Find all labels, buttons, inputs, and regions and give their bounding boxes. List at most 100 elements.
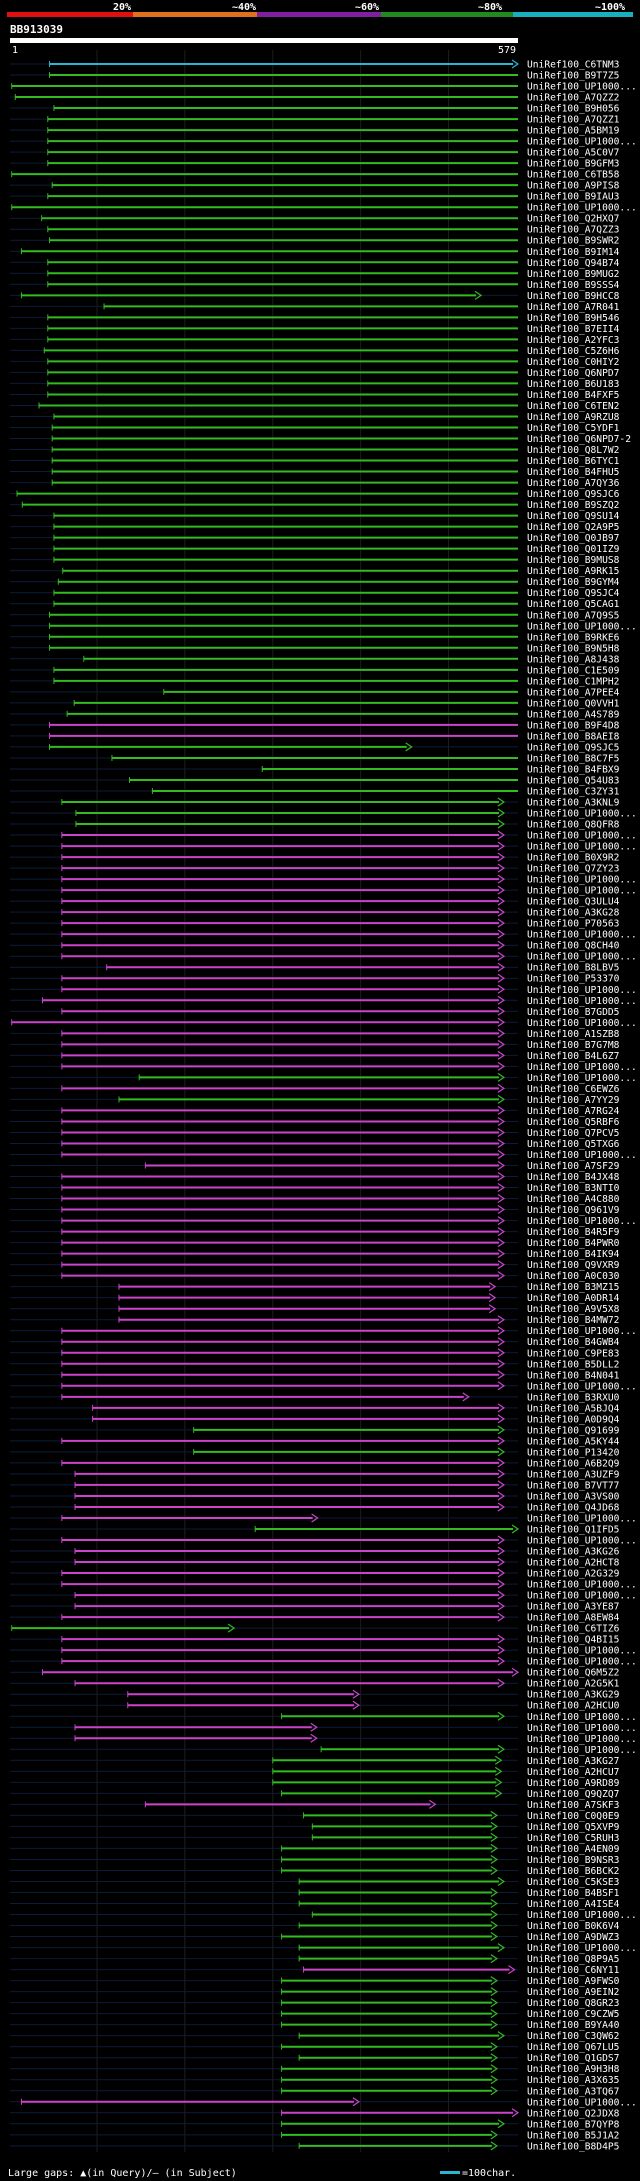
hit-row[interactable]: UniRef100_A2HCU0 bbox=[10, 1700, 620, 1712]
hit-row[interactable]: UniRef100_A5BJQ4 bbox=[10, 1403, 620, 1414]
hit-row[interactable]: UniRef100_C5RUH3 bbox=[10, 1833, 620, 1844]
hit-label[interactable]: UniRef100_A4EN09 bbox=[527, 1844, 620, 1855]
hit-row[interactable]: UniRef100_A5BM19 bbox=[10, 126, 620, 137]
hit-row[interactable]: UniRef100_B9GFM3 bbox=[10, 159, 620, 170]
hit-label[interactable]: UniRef100_Q1GDS7 bbox=[527, 2053, 620, 2064]
hit-label[interactable]: UniRef100_C6NY11 bbox=[527, 1965, 620, 1976]
hit-label[interactable]: UniRef100_UP1000... bbox=[527, 1150, 637, 1161]
hit-label[interactable]: UniRef100_UP1000... bbox=[527, 952, 637, 963]
hit-label[interactable]: UniRef100_A9RD89 bbox=[527, 1778, 620, 1789]
hit-label[interactable]: UniRef100_A3KG26 bbox=[527, 1547, 620, 1558]
hit-label[interactable]: UniRef100_B9SWR2 bbox=[527, 236, 619, 247]
hit-label[interactable]: UniRef100_A7QZZ1 bbox=[527, 115, 620, 126]
hit-row[interactable]: UniRef100_A5KY44 bbox=[10, 1436, 620, 1447]
hit-row[interactable]: UniRef100_B8AEI8 bbox=[10, 731, 620, 742]
hit-label[interactable]: UniRef100_Q6NPD7 bbox=[527, 368, 620, 379]
hit-row[interactable]: UniRef100_UP1000... bbox=[10, 842, 637, 853]
hit-row[interactable]: UniRef100_A7SKF3 bbox=[10, 1800, 620, 1811]
hit-label[interactable]: UniRef100_Q6M5Z2 bbox=[527, 1668, 619, 1679]
hit-label[interactable]: UniRef100_UP1000... bbox=[527, 1591, 637, 1602]
hit-label[interactable]: UniRef100_Q9SJC5 bbox=[527, 742, 619, 753]
hit-row[interactable]: UniRef100_A7Q9S5 bbox=[10, 610, 619, 621]
hit-label[interactable]: UniRef100_A7RG24 bbox=[527, 1106, 620, 1117]
hit-label[interactable]: UniRef100_Q9SJC4 bbox=[527, 588, 620, 599]
hit-label[interactable]: UniRef100_C1E509 bbox=[527, 665, 620, 676]
hit-label[interactable]: UniRef100_A4ISE4 bbox=[527, 1899, 620, 1910]
hit-row[interactable]: UniRef100_A3UZF9 bbox=[10, 1469, 620, 1480]
hit-label[interactable]: UniRef100_B0K6V4 bbox=[527, 1921, 620, 1932]
hit-row[interactable]: UniRef100_A9V5X8 bbox=[10, 1304, 620, 1315]
hit-row[interactable]: UniRef100_Q5CAG1 bbox=[10, 599, 620, 610]
hit-label[interactable]: UniRef100_C5RUH3 bbox=[527, 1833, 620, 1844]
hit-label[interactable]: UniRef100_Q5TXG6 bbox=[527, 1139, 620, 1150]
hit-label[interactable]: UniRef100_C6TIZ6 bbox=[527, 1624, 620, 1635]
hit-label[interactable]: UniRef100_B8C7F5 bbox=[527, 753, 619, 764]
hit-row[interactable]: UniRef100_B4GWB4 bbox=[10, 1337, 620, 1348]
hit-row[interactable]: UniRef100_Q94B74 bbox=[10, 258, 620, 269]
hit-label[interactable]: UniRef100_P13420 bbox=[527, 1447, 620, 1458]
hit-label[interactable]: UniRef100_B4FXF5 bbox=[527, 390, 619, 401]
hit-row[interactable]: UniRef100_Q2JDX8 bbox=[10, 2108, 620, 2119]
hit-label[interactable]: UniRef100_Q01IZ9 bbox=[527, 544, 620, 555]
hit-row[interactable]: UniRef100_A3KNL9 bbox=[10, 798, 620, 809]
hit-label[interactable]: UniRef100_A0DR14 bbox=[527, 1293, 620, 1304]
hit-label[interactable]: UniRef100_B7VT77 bbox=[527, 1480, 620, 1491]
hit-label[interactable]: UniRef100_A3KG27 bbox=[527, 1756, 620, 1767]
hit-label[interactable]: UniRef100_Q2JDX8 bbox=[527, 2108, 620, 2119]
hit-label[interactable]: UniRef100_UP1000... bbox=[527, 137, 637, 148]
hit-label[interactable]: UniRef100_C0HIY2 bbox=[527, 357, 619, 368]
hit-row[interactable]: UniRef100_B7G7M8 bbox=[10, 1039, 620, 1051]
hit-label[interactable]: UniRef100_Q961V9 bbox=[527, 1205, 620, 1216]
hit-label[interactable]: UniRef100_B3MZ15 bbox=[527, 1282, 619, 1293]
hit-label[interactable]: UniRef100_A9FWS0 bbox=[527, 1976, 620, 1987]
hit-row[interactable]: UniRef100_C5YDF1 bbox=[10, 423, 620, 434]
hit-label[interactable]: UniRef100_B8D4P5 bbox=[527, 2141, 619, 2152]
hit-row[interactable]: UniRef100_Q0VVH1 bbox=[10, 698, 620, 709]
hit-row[interactable]: UniRef100_B8LBV5 bbox=[10, 963, 619, 974]
hit-label[interactable]: UniRef100_B7QYP8 bbox=[527, 2119, 620, 2130]
hit-row[interactable]: UniRef100_Q8QFR8 bbox=[10, 820, 620, 831]
hit-label[interactable]: UniRef100_B9F4D8 bbox=[527, 720, 620, 731]
hit-label[interactable]: UniRef100_A3X635 bbox=[527, 2075, 619, 2086]
hit-label[interactable]: UniRef100_P53370 bbox=[527, 974, 620, 985]
hit-label[interactable]: UniRef100_A8J438 bbox=[527, 654, 620, 665]
hit-label[interactable]: UniRef100_C6TB58 bbox=[527, 170, 620, 181]
hit-row[interactable]: UniRef100_Q8GR23 bbox=[10, 1998, 620, 2009]
hit-label[interactable]: UniRef100_A5BM19 bbox=[527, 126, 620, 137]
hit-row[interactable]: UniRef100_P13420 bbox=[10, 1447, 620, 1458]
hit-row[interactable]: UniRef100_B9IAU3 bbox=[10, 192, 620, 203]
hit-row[interactable]: UniRef100_Q2A9P5 bbox=[10, 522, 619, 533]
hit-row[interactable]: UniRef100_UP1000... bbox=[10, 1745, 637, 1756]
hit-label[interactable]: UniRef100_C3ZY31 bbox=[527, 786, 620, 797]
hit-label[interactable]: UniRef100_B9IAU3 bbox=[527, 192, 620, 203]
hit-label[interactable]: UniRef100_A3KNL9 bbox=[527, 798, 620, 809]
hit-row[interactable]: UniRef100_Q7ZY23 bbox=[10, 864, 620, 875]
hit-label[interactable]: UniRef100_A9RK15 bbox=[527, 566, 619, 577]
hit-row[interactable]: UniRef100_Q54U83 bbox=[10, 775, 620, 786]
hit-row[interactable]: UniRef100_A3KG29 bbox=[10, 1690, 620, 1701]
hit-row[interactable]: UniRef100_Q961V9 bbox=[10, 1205, 620, 1216]
hit-label[interactable]: UniRef100_A9PIS8 bbox=[527, 181, 620, 192]
hit-row[interactable]: UniRef100_A3KG26 bbox=[10, 1547, 620, 1558]
hit-row[interactable]: UniRef100_C3ZY31 bbox=[10, 786, 620, 797]
hit-row[interactable]: UniRef100_Q0JB97 bbox=[10, 533, 620, 544]
hit-row[interactable]: UniRef100_B4FXF5 bbox=[10, 390, 619, 401]
hit-label[interactable]: UniRef100_UP1000... bbox=[527, 1381, 637, 1392]
hit-label[interactable]: UniRef100_B4MW72 bbox=[527, 1315, 619, 1326]
hit-row[interactable]: UniRef100_Q9SJC4 bbox=[10, 588, 620, 599]
hit-row[interactable]: UniRef100_B8D4P5 bbox=[10, 2141, 619, 2152]
hit-row[interactable]: UniRef100_B5J1A2 bbox=[10, 2130, 619, 2141]
hit-row[interactable]: UniRef100_A3VS00 bbox=[10, 1491, 620, 1502]
hit-label[interactable]: UniRef100_Q8GR23 bbox=[527, 1998, 620, 2009]
hit-label[interactable]: UniRef100_Q8QFR8 bbox=[527, 820, 620, 831]
hit-row[interactable]: UniRef100_UP1000... bbox=[10, 809, 637, 820]
hit-label[interactable]: UniRef100_B7EII4 bbox=[527, 324, 620, 335]
hit-label[interactable]: UniRef100_Q8L7W2 bbox=[527, 445, 619, 456]
hit-label[interactable]: UniRef100_B4IK94 bbox=[527, 1249, 620, 1260]
hit-row[interactable]: UniRef100_A0DR14 bbox=[10, 1293, 620, 1304]
hit-label[interactable]: UniRef100_B9N5H8 bbox=[527, 643, 620, 654]
hit-row[interactable]: UniRef100_A9FWS0 bbox=[10, 1976, 620, 1987]
hit-row[interactable]: UniRef100_A7QZZ2 bbox=[10, 93, 619, 104]
hit-label[interactable]: UniRef100_Q7ZY23 bbox=[527, 864, 620, 875]
hit-row[interactable]: UniRef100_UP1000... bbox=[10, 886, 637, 897]
